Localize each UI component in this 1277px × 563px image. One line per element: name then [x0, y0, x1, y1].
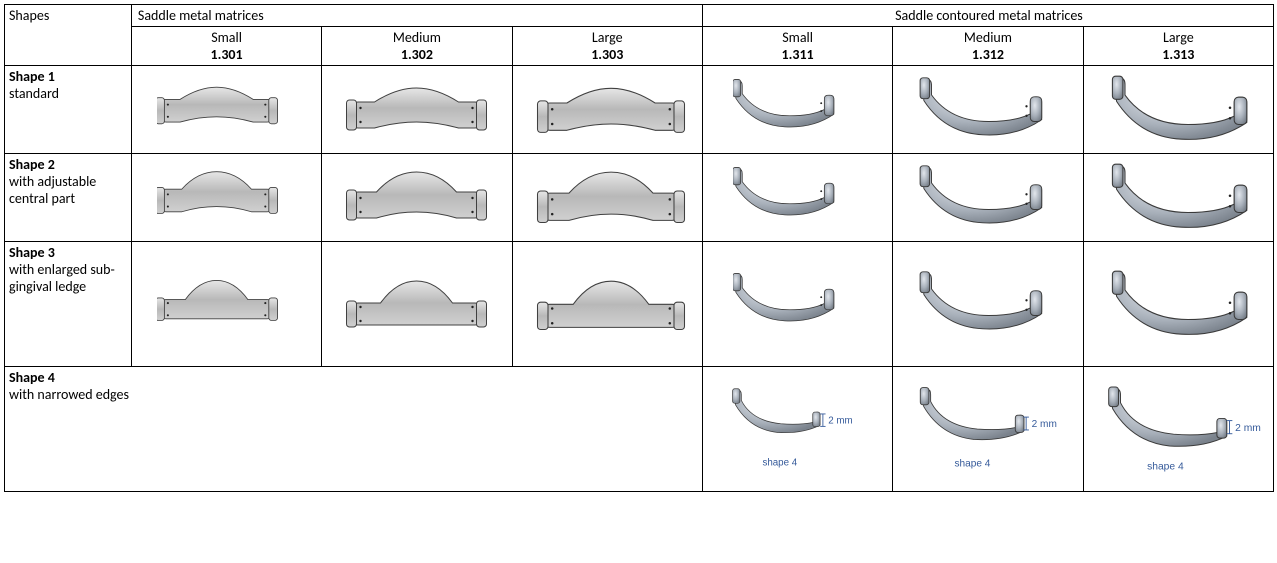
row-shape-3: Shape 3 with enlarged sub-gingival ledge: [5, 242, 1274, 367]
size-label: Large: [517, 29, 698, 46]
matrix-table: Shapes Saddle metal matrices Saddle cont…: [4, 4, 1274, 492]
matrix-icon: [1096, 72, 1261, 147]
col-header-1302: Medium 1.302: [322, 27, 512, 66]
dimension-label: 2 mm: [1235, 422, 1261, 433]
size-label: Medium: [326, 29, 507, 46]
cell-1313-shape1: [1083, 66, 1273, 154]
matrix-icon: [157, 170, 297, 225]
matrix-icon: [522, 277, 692, 332]
row-subtitle: with enlarged sub-gingival ledge: [9, 261, 115, 295]
size-code: 1.313: [1088, 46, 1269, 63]
size-label: Small: [136, 29, 317, 46]
cell-1311-shape3: [702, 242, 892, 367]
matrix-icon: [733, 163, 863, 233]
col-group-flat: Saddle metal matrices: [131, 5, 702, 27]
row-title: Shape 1: [9, 68, 55, 85]
matrix-icon: [339, 170, 494, 225]
row-title: Shape 4: [9, 369, 55, 386]
matrix-icon: [157, 277, 297, 332]
matrix-icon: [733, 75, 863, 145]
header-row-2: Small 1.301 Medium 1.302 Large 1.303 Sma…: [5, 27, 1274, 66]
cell-1311-shape4: 2 mm shape 4: [702, 367, 892, 492]
col-header-1311: Small 1.311: [702, 27, 892, 66]
row-title: Shape 3: [9, 244, 55, 261]
size-code: 1.311: [707, 46, 888, 63]
dimension-label: 2 mm: [1032, 419, 1057, 430]
cell-1302-shape1: [322, 66, 512, 154]
row-shape-1: Shape 1 standard: [5, 66, 1274, 154]
size-code: 1.301: [136, 46, 317, 63]
dimension-label: 2 mm: [828, 415, 852, 426]
cell-1313-shape2: [1083, 154, 1273, 242]
row-header-shape-4: Shape 4 with narrowed edges: [5, 367, 703, 492]
cell-1311-shape1: [702, 66, 892, 154]
col-header-1313: Large 1.313: [1083, 27, 1273, 66]
caption-label: shape 4: [954, 458, 990, 469]
size-label: Large: [1088, 29, 1269, 46]
col-header-1312: Medium 1.312: [893, 27, 1083, 66]
row-subtitle: with adjustable central part: [9, 173, 96, 207]
matrix-icon: [157, 82, 297, 137]
size-label: Small: [707, 29, 888, 46]
caption-label: shape 4: [762, 457, 797, 468]
matrix-icon: 2 mm shape 4: [1089, 382, 1267, 477]
cell-1303-shape1: [512, 66, 702, 154]
row-shape-4: Shape 4 with narrowed edges 2 mm shape 4: [5, 367, 1274, 492]
matrix-icon: [913, 268, 1063, 340]
matrix-icon: [913, 74, 1063, 146]
size-code: 1.303: [517, 46, 698, 63]
matrix-icon: [913, 162, 1063, 234]
row-subtitle: standard: [9, 85, 59, 102]
matrix-icon: 2 mm shape 4: [718, 382, 878, 477]
matrix-icon: [522, 82, 692, 137]
row-header-shape-1: Shape 1 standard: [5, 66, 132, 154]
cell-1313-shape4: 2 mm shape 4: [1083, 367, 1273, 492]
cell-1312-shape4: 2 mm shape 4: [893, 367, 1083, 492]
caption-label: shape 4: [1147, 461, 1184, 472]
row-header-shape-3: Shape 3 with enlarged sub-gingival ledge: [5, 242, 132, 367]
row-header-shape-2: Shape 2 with adjustable central part: [5, 154, 132, 242]
matrix-icon: [1096, 160, 1261, 235]
col-group-contoured: Saddle contoured metal matrices: [702, 5, 1273, 27]
matrix-icon: [339, 277, 494, 332]
cell-1311-shape2: [702, 154, 892, 242]
cell-1303-shape3: [512, 242, 702, 367]
matrix-icon: [339, 82, 494, 137]
matrix-icon: 2 mm shape 4: [903, 382, 1073, 477]
matrix-icon: [733, 269, 863, 339]
cell-1303-shape2: [512, 154, 702, 242]
cell-1302-shape2: [322, 154, 512, 242]
matrix-icon: [1096, 267, 1261, 342]
matrix-icon: [522, 170, 692, 225]
cell-1313-shape3: [1083, 242, 1273, 367]
size-code: 1.302: [326, 46, 507, 63]
cell-1301-shape2: [131, 154, 321, 242]
size-label: Medium: [897, 29, 1078, 46]
header-row-1: Shapes Saddle metal matrices Saddle cont…: [5, 5, 1274, 27]
row-subtitle: with narrowed edges: [9, 386, 129, 403]
cell-1301-shape3: [131, 242, 321, 367]
cell-1312-shape1: [893, 66, 1083, 154]
cell-1312-shape3: [893, 242, 1083, 367]
col-header-1303: Large 1.303: [512, 27, 702, 66]
cell-1302-shape3: [322, 242, 512, 367]
row-shape-2: Shape 2 with adjustable central part: [5, 154, 1274, 242]
row-title: Shape 2: [9, 156, 55, 173]
cell-1312-shape2: [893, 154, 1083, 242]
size-code: 1.312: [897, 46, 1078, 63]
cell-1301-shape1: [131, 66, 321, 154]
col-header-shapes: Shapes: [5, 5, 132, 66]
col-header-1301: Small 1.301: [131, 27, 321, 66]
